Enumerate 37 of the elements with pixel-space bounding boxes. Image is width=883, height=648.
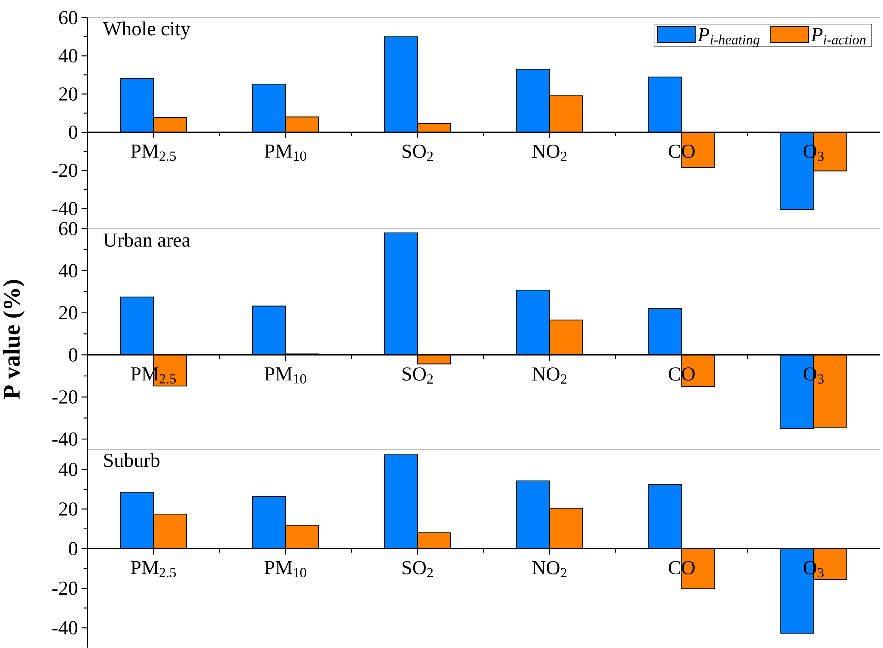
y-tick-label: 0 <box>69 542 78 556</box>
x-tick-label: PM$_{2.5}$ <box>131 561 176 578</box>
x-tick-label: SO$_{2}$ <box>402 144 434 161</box>
y-tick-label: 0 <box>69 348 78 362</box>
chart-title: Suburb <box>104 453 160 468</box>
y-tick-label: 40 <box>58 462 78 476</box>
y-tick-label: -20 <box>52 390 78 404</box>
x-tick-label: PM$_{10}$ <box>264 367 306 384</box>
x-tick-label: CO <box>669 144 695 158</box>
legend-label: P$_{i-heating}$ <box>698 28 760 48</box>
x-tick-label: CO <box>669 367 695 381</box>
x-tick-label: CO <box>669 561 695 574</box>
x-tick-label: NO$_{2}$ <box>532 561 567 578</box>
y-tick-label: -40 <box>52 621 78 635</box>
chart-title: Whole city <box>103 22 191 40</box>
y-tick-label: 40 <box>58 49 78 63</box>
y-tick-label: -20 <box>52 164 78 178</box>
chart-title: Urban area <box>104 232 190 247</box>
y-tick-label: -20 <box>52 582 78 595</box>
x-tick-label: PM$_{10}$ <box>264 561 306 578</box>
y-tick-label: -40 <box>52 202 78 216</box>
y-tick-label: 60 <box>59 10 78 24</box>
y-tick-label: 20 <box>59 306 78 320</box>
y-tick-label: 40 <box>58 264 78 278</box>
y-tick-label: -40 <box>52 432 78 446</box>
x-tick-label: NO$_{2}$ <box>532 144 567 161</box>
y-tick-label: 60 <box>59 222 78 236</box>
x-tick-label: PM$_{2.5}$ <box>131 144 176 161</box>
x-tick-label: SO$_{2}$ <box>402 561 434 578</box>
x-tick-label: SO$_{2}$ <box>402 367 434 384</box>
x-tick-label: PM$_{10}$ <box>264 144 306 161</box>
y-axis-title: P value (%) <box>3 280 25 399</box>
y-tick-label: 0 <box>69 126 78 139</box>
y-tick-label: 20 <box>59 87 78 101</box>
y-tick-label: 20 <box>59 502 78 516</box>
x-tick-label: NO$_{2}$ <box>532 367 567 384</box>
legend-label: P$_{i-action}$ <box>811 28 866 44</box>
